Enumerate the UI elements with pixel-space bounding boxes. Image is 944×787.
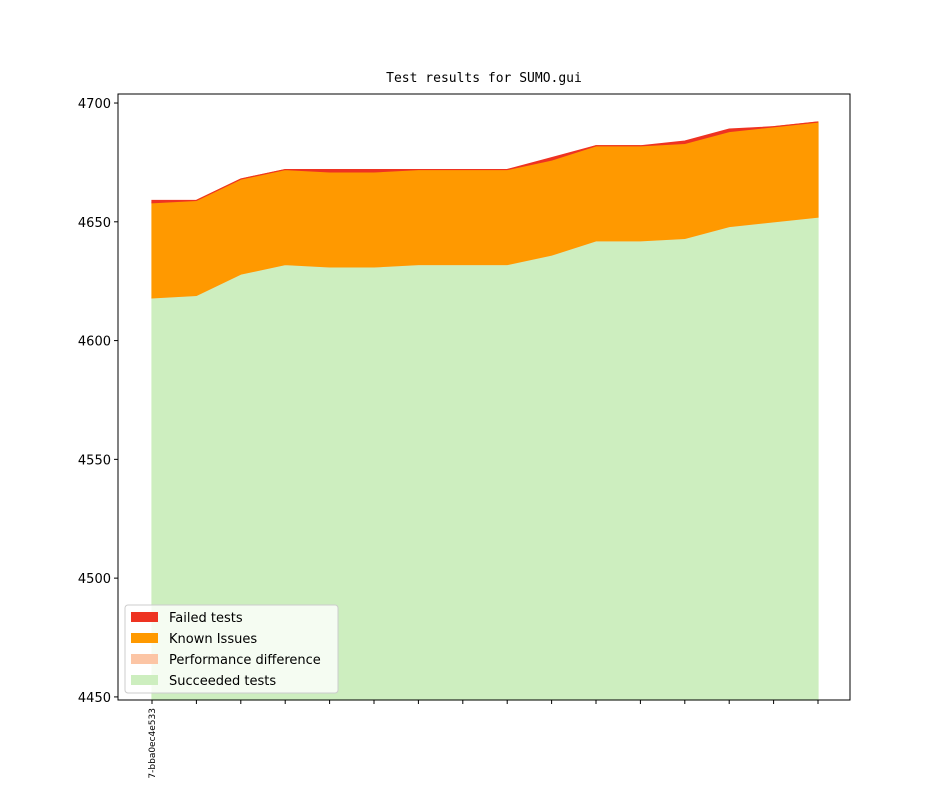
legend-swatch bbox=[131, 654, 158, 664]
area bbox=[151, 121, 819, 204]
legend-label: Known Issues bbox=[169, 632, 257, 647]
legend-swatch bbox=[131, 612, 158, 622]
legend-label: Performance difference bbox=[169, 653, 321, 668]
legend-swatch bbox=[131, 633, 158, 643]
legend-swatch bbox=[131, 675, 158, 685]
y-tick-label: 4450 bbox=[78, 691, 111, 706]
y-tick-label: 4700 bbox=[78, 97, 111, 112]
chart-title: Test results for SUMO.gui bbox=[386, 71, 582, 86]
legend: Failed tests Known Issues Performance diff… bbox=[124, 604, 339, 694]
y-tick-label: 4600 bbox=[78, 335, 111, 350]
y-tick-label: 4550 bbox=[78, 453, 111, 468]
plot-frame bbox=[117, 93, 851, 701]
y-tick-label: 4500 bbox=[78, 572, 111, 587]
x-tick-label: 7-bba0ec4e533 bbox=[148, 708, 158, 779]
legend-label: Succeeded tests bbox=[169, 674, 276, 689]
legend-label: Failed tests bbox=[169, 611, 243, 626]
y-tick-label: 4650 bbox=[78, 216, 111, 231]
legend-box bbox=[124, 604, 339, 694]
